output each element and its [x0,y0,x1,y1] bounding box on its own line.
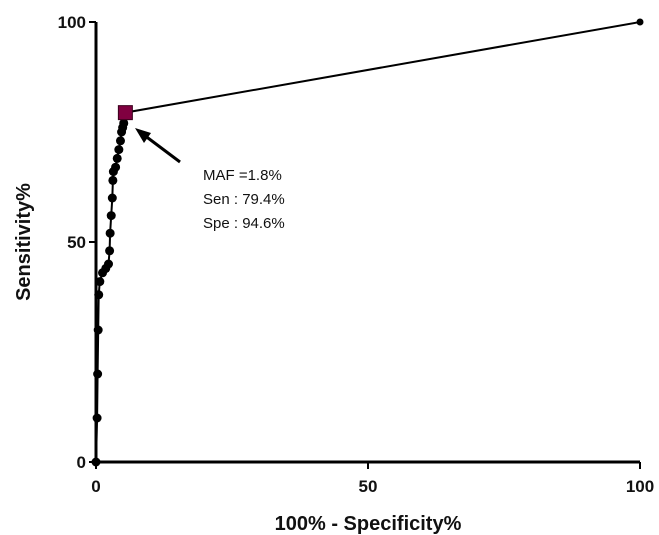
roc-point [114,145,124,155]
x-tick-label: 100 [626,477,654,496]
roc-point [105,246,115,256]
roc-point [115,136,125,146]
annotation-specificity: Spe : 94.6% [203,215,285,232]
y-tick-label: 0 [77,453,86,472]
x-tick-label: 0 [91,477,100,496]
roc-point [95,277,105,287]
x-tick-label: 50 [359,477,378,496]
y-tick-label: 50 [67,233,86,252]
roc-point [94,290,104,300]
annotation-arrow-head [135,128,151,143]
roc-point [111,162,121,172]
roc-point [106,211,116,221]
roc-point [104,259,114,269]
y-axis-title: Sensitivity% [13,183,35,301]
roc-point [91,457,101,467]
x-axis-title: 100% - Specificity% [275,513,462,535]
roc-curve-line [95,21,641,463]
roc-point [108,175,118,185]
annotation-maf: MAF =1.8% [203,167,282,184]
cutoff-point-marker [117,105,133,121]
roc-point [119,118,129,128]
roc-point [93,369,103,379]
tick-labels: 0 50 100 0 50 100 [58,13,655,496]
cutoff-annotation: MAF =1.8% Sen : 79.4% Spe : 94.6% [135,128,285,232]
roc-point [112,153,122,163]
annotation-sensitivity: Sen : 79.4% [203,191,285,208]
roc-point [636,18,644,26]
y-tick-label: 100 [58,13,86,32]
axes [94,22,640,464]
roc-point [92,413,102,423]
roc-points [91,18,644,467]
roc-point [105,228,115,238]
roc-point [93,325,103,335]
roc-point [107,193,117,203]
ticks [89,21,641,469]
